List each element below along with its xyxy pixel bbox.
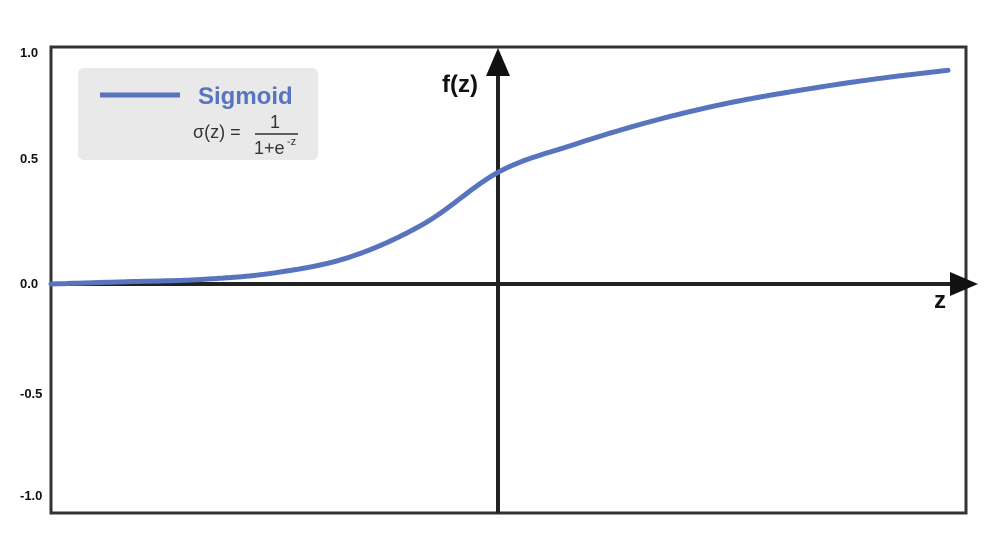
formula-exponent: -z <box>287 136 296 148</box>
y-tick-label: -1.0 <box>20 488 42 503</box>
x-axis-arrow <box>950 272 978 296</box>
y-tick-label: 0.0 <box>20 276 38 291</box>
y-axis-label: f(z) <box>442 71 478 98</box>
y-tick-label: 0.5 <box>20 151 38 166</box>
legend-box <box>78 68 318 160</box>
sigmoid-curve <box>48 67 951 287</box>
y-tick-label: -0.5 <box>20 386 42 401</box>
legend-label: Sigmoid <box>198 83 293 110</box>
formula-denominator: 1+e <box>254 138 285 158</box>
y-tick-label: 1.0 <box>20 45 38 60</box>
x-axis-label: z <box>934 287 946 314</box>
legend: Sigmoid σ(z) = 1 1+e -z <box>78 68 318 160</box>
formula-lhs: σ(z) = <box>193 122 241 142</box>
formula-numerator: 1 <box>270 112 280 132</box>
y-axis-arrow <box>486 48 510 76</box>
